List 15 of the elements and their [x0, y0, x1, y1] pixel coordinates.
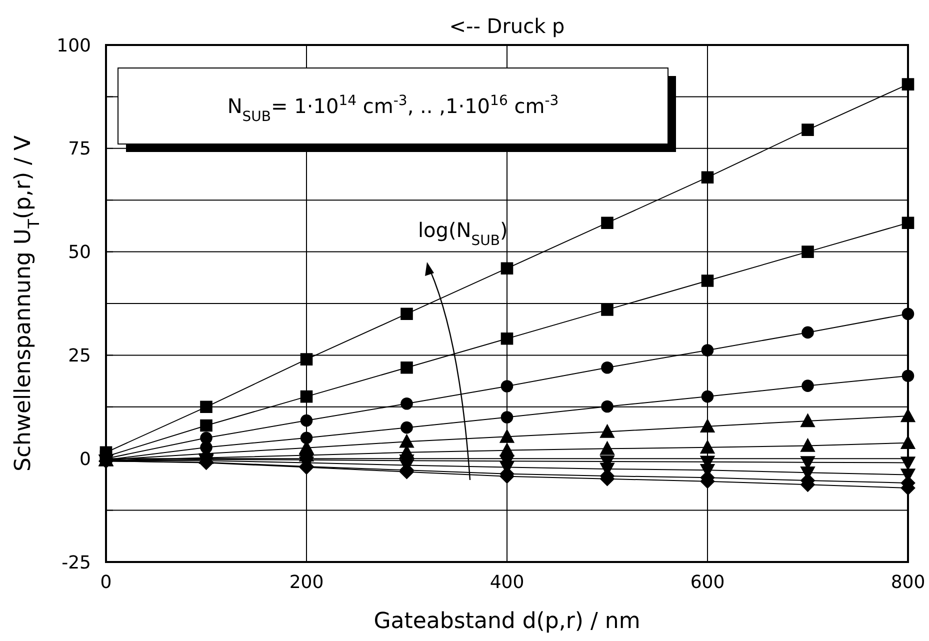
- x-tick-label: 400: [490, 572, 524, 593]
- text: N$_{SUB}$= 1·10$^{14}$ cm$^{-3}$, .. ,1·10$^{16}$ cm$^{-3}$: [227, 93, 559, 125]
- annotation: log(N$_{SUB}$): [418, 218, 508, 249]
- x-tick-label: 200: [289, 572, 324, 593]
- y-tick-label: 25: [68, 346, 91, 366]
- chart-title: <-- Druck p: [449, 14, 565, 38]
- y-tick-label: 100: [56, 35, 91, 56]
- y-tick-label: -25: [62, 552, 91, 574]
- x-axis-title: Gateabstand d(p,r) / nm: [374, 609, 640, 634]
- x-tick-label: 600: [690, 572, 725, 593]
- x-tick-label: 800: [890, 572, 926, 593]
- y-tick-label: 75: [68, 138, 91, 160]
- x-tick-label: 0: [100, 572, 112, 593]
- y-tick-label: 0: [80, 448, 91, 470]
- y-tick-label: 50: [68, 242, 91, 264]
